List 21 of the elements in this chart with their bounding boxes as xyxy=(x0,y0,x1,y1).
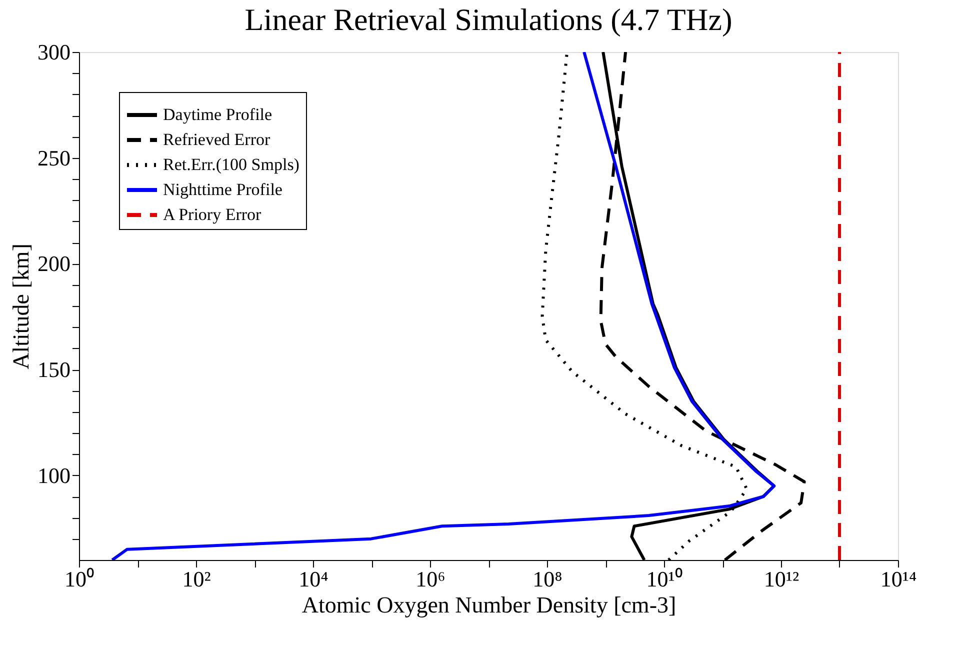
x-tick-label: 10¹⁰ xyxy=(646,566,683,592)
y-tick-label: 250 xyxy=(38,145,70,170)
legend-label: Ret.Err.(100 Smpls) xyxy=(163,155,300,174)
x-tick-label: 10¹² xyxy=(764,566,800,592)
x-tick-label: 10⁸ xyxy=(532,566,562,592)
chart-title: Linear Retrieval Simulations (4.7 THz) xyxy=(244,2,732,37)
x-tick-label: 10⁴ xyxy=(298,566,329,592)
legend-label: A Priory Error xyxy=(163,205,262,224)
legend-label: Daytime Profile xyxy=(163,105,272,124)
y-tick-label: 200 xyxy=(38,251,70,276)
y-axis-title: Altitude [km] xyxy=(8,244,34,370)
x-axis-title: Atomic Oxygen Number Density [cm-3] xyxy=(302,592,676,618)
y-tick-label: 100 xyxy=(38,462,70,488)
legend-label: Refrieved Error xyxy=(163,130,270,149)
x-tick-label: 10² xyxy=(182,566,212,592)
x-tick-label: 10⁶ xyxy=(416,566,446,592)
y-tick-label: 300 xyxy=(38,40,70,64)
x-tick-label: 10⁰ xyxy=(64,566,94,592)
x-tick-label: 10¹⁴ xyxy=(880,566,917,592)
y-tick-label: 150 xyxy=(38,357,70,382)
legend-label: Nighttime Profile xyxy=(163,180,282,199)
